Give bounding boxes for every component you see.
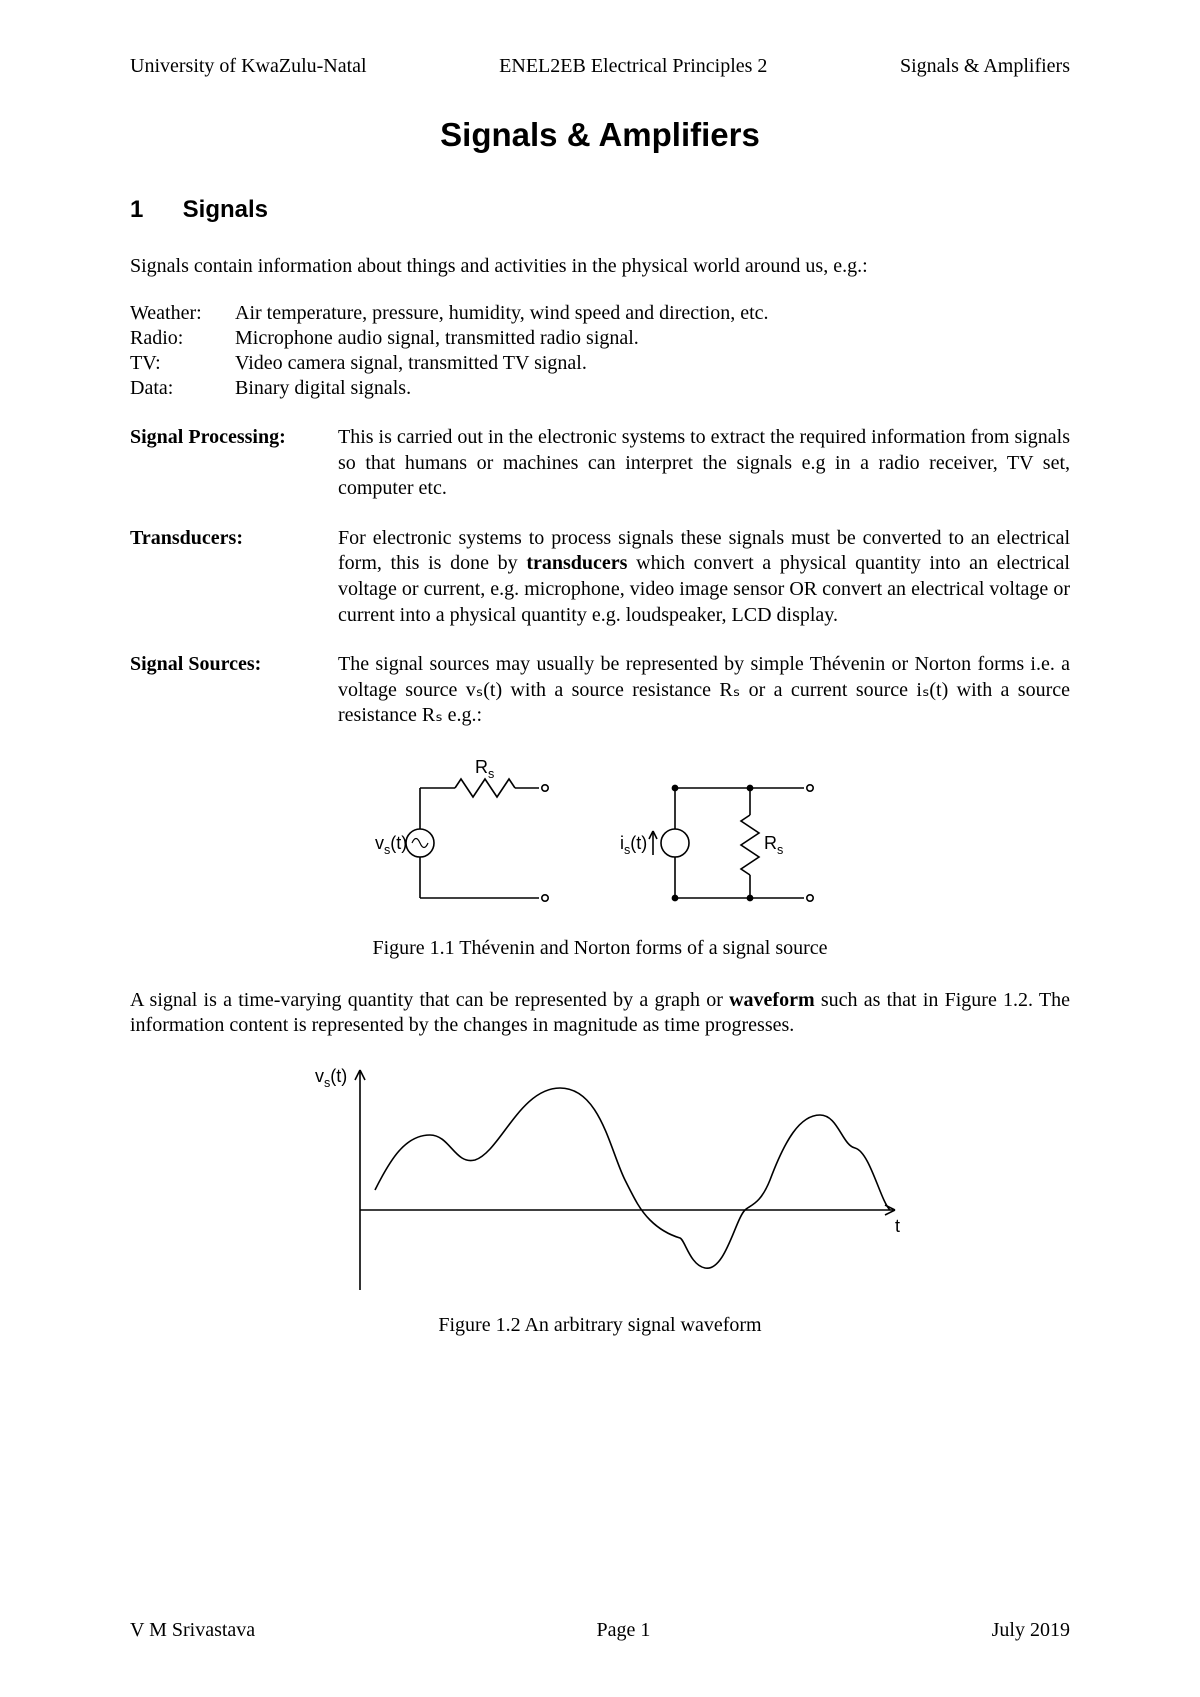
figure-1-2: vs(t) t Figure 1.2 An arbitrary signal wa… bbox=[130, 1060, 1070, 1337]
header-left: University of KwaZulu-Natal bbox=[130, 55, 367, 78]
page-footer: V M Srivastava Page 1 July 2019 bbox=[130, 1619, 1070, 1642]
list-item: TV: Video camera signal, transmitted TV … bbox=[130, 351, 1070, 376]
example-label: Weather: bbox=[130, 301, 235, 326]
svg-text:is(t): is(t) bbox=[620, 833, 647, 857]
footer-left: V M Srivastava bbox=[130, 1619, 255, 1642]
waveform-paragraph: A signal is a time-varying quantity that… bbox=[130, 988, 1070, 1038]
section-title: Signals bbox=[183, 196, 268, 223]
example-label: TV: bbox=[130, 351, 235, 376]
list-item: Weather: Air temperature, pressure, humi… bbox=[130, 301, 1070, 326]
waveform-diagram: vs(t) t bbox=[290, 1060, 910, 1300]
page-title: Signals & Amplifiers bbox=[130, 116, 1070, 154]
example-label: Radio: bbox=[130, 326, 235, 351]
page-header: University of KwaZulu-Natal ENEL2EB Elec… bbox=[130, 55, 1070, 78]
svg-text:Rs: Rs bbox=[475, 757, 494, 781]
list-item: Radio: Microphone audio signal, transmit… bbox=[130, 326, 1070, 351]
svg-text:vs(t): vs(t) bbox=[375, 833, 407, 857]
circuit-diagram: vs(t) Rs is(t) Rs bbox=[320, 753, 880, 923]
section-number: 1 bbox=[130, 196, 176, 224]
example-label: Data: bbox=[130, 376, 235, 401]
definition-signal-processing: Signal Processing: This is carried out i… bbox=[130, 425, 1070, 502]
example-text: Air temperature, pressure, humidity, win… bbox=[235, 301, 769, 326]
section-heading: 1 Signals bbox=[130, 196, 1070, 224]
example-text: Video camera signal, transmitted TV sign… bbox=[235, 351, 587, 376]
example-text: Binary digital signals. bbox=[235, 376, 411, 401]
figure-1-1: vs(t) Rs is(t) Rs Figure 1.1 Thévenin and N… bbox=[130, 753, 1070, 960]
list-item: Data: Binary digital signals. bbox=[130, 376, 1070, 401]
header-center: ENEL2EB Electrical Principles 2 bbox=[499, 55, 767, 78]
figure-caption: Figure 1.2 An arbitrary signal waveform bbox=[130, 1314, 1070, 1337]
page: University of KwaZulu-Natal ENEL2EB Elec… bbox=[0, 0, 1200, 1697]
def-body: This is carried out in the electronic sy… bbox=[338, 425, 1070, 502]
def-label: Signal Processing: bbox=[130, 425, 338, 502]
definition-signal-sources: Signal Sources: The signal sources may u… bbox=[130, 652, 1070, 729]
svg-text:t: t bbox=[895, 1216, 900, 1236]
def-label: Signal Sources: bbox=[130, 652, 338, 729]
svg-text:Rs: Rs bbox=[764, 833, 783, 857]
def-body: For electronic systems to process signal… bbox=[338, 526, 1070, 628]
example-text: Microphone audio signal, transmitted rad… bbox=[235, 326, 639, 351]
header-right: Signals & Amplifiers bbox=[900, 55, 1070, 78]
intro-text: Signals contain information about things… bbox=[130, 254, 1070, 279]
def-body: The signal sources may usually be repres… bbox=[338, 652, 1070, 729]
footer-center: Page 1 bbox=[596, 1619, 650, 1642]
definition-transducers: Transducers: For electronic systems to p… bbox=[130, 526, 1070, 628]
svg-text:vs(t): vs(t) bbox=[315, 1066, 347, 1090]
def-label: Transducers: bbox=[130, 526, 338, 628]
figure-caption: Figure 1.1 Thévenin and Norton forms of … bbox=[130, 937, 1070, 960]
examples-list: Weather: Air temperature, pressure, humi… bbox=[130, 301, 1070, 401]
footer-right: July 2019 bbox=[992, 1619, 1070, 1642]
